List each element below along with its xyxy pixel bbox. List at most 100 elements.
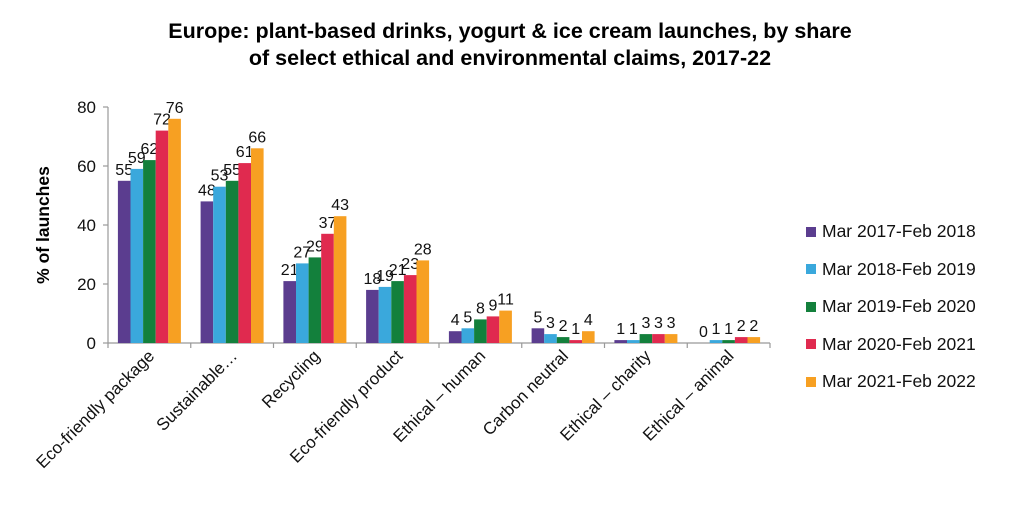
legend-item: Mar 2021-Feb 2022 — [806, 363, 976, 401]
bar — [747, 337, 761, 343]
data-label: 55 — [115, 162, 133, 179]
bar — [709, 340, 723, 343]
legend-label: Mar 2021-Feb 2022 — [822, 371, 976, 392]
data-label: 8 — [476, 300, 485, 317]
legend-item: Mar 2017-Feb 2018 — [806, 213, 976, 251]
data-label: 1 — [616, 321, 625, 338]
legend-swatch — [806, 226, 816, 237]
bar — [569, 340, 582, 343]
chart-title-line-2: of select ethical and environmental clai… — [248, 46, 772, 70]
data-label: 1 — [724, 321, 733, 338]
y-tick-label: 0 — [87, 334, 96, 353]
data-label: 37 — [319, 215, 337, 232]
data-label: 1 — [571, 321, 580, 338]
data-label: 5 — [533, 309, 542, 326]
bar — [308, 257, 322, 343]
bar — [486, 316, 500, 343]
legend-swatch — [806, 264, 816, 275]
data-label: 27 — [293, 244, 311, 261]
x-tick-label: Ethical – animal — [639, 346, 737, 444]
data-label: 18 — [364, 271, 382, 288]
bar — [544, 334, 557, 343]
data-label: 62 — [141, 141, 159, 158]
legend-label: Mar 2018-Feb 2019 — [822, 258, 976, 279]
bar — [213, 186, 226, 343]
legend-item: Mar 2020-Feb 2021 — [806, 326, 976, 364]
bar — [652, 334, 665, 343]
data-label: 4 — [584, 312, 593, 329]
legend-swatch — [806, 339, 816, 350]
data-label: 66 — [248, 129, 266, 146]
data-label: 2 — [749, 318, 758, 335]
bar — [143, 160, 156, 343]
legend-label: Mar 2020-Feb 2021 — [822, 333, 976, 354]
bar — [474, 319, 487, 343]
data-label: 43 — [331, 197, 349, 214]
data-label: 76 — [166, 100, 184, 117]
bar — [556, 337, 570, 343]
data-label: 72 — [153, 112, 171, 129]
bar — [664, 334, 678, 343]
bar — [251, 148, 264, 343]
bar — [296, 263, 309, 343]
data-label: 1 — [712, 321, 721, 338]
data-label: 23 — [401, 256, 419, 273]
data-label: 61 — [236, 144, 254, 161]
data-label: 29 — [306, 238, 324, 255]
bar — [155, 130, 169, 343]
bar — [734, 337, 748, 343]
bar — [238, 163, 251, 343]
legend-swatch — [806, 376, 816, 387]
chart-title-line-1: Europe: plant-based drinks, yogurt & ice… — [168, 19, 852, 43]
bar — [321, 233, 334, 343]
bar — [200, 201, 214, 343]
data-label: 5 — [463, 309, 472, 326]
legend-item: Mar 2018-Feb 2019 — [806, 251, 976, 289]
bar — [722, 340, 735, 343]
bar — [403, 275, 417, 343]
bar — [531, 328, 545, 344]
data-label: 4 — [451, 312, 460, 329]
bar — [582, 331, 595, 343]
legend-item: Mar 2019-Feb 2020 — [806, 288, 976, 326]
legend-swatch — [806, 301, 816, 312]
y-tick-label: 40 — [77, 216, 96, 235]
data-label: 21 — [389, 262, 407, 279]
y-tick-label: 20 — [77, 275, 96, 294]
chart-legend: Mar 2017-Feb 2018 Mar 2018-Feb 2019 Mar 20… — [806, 213, 976, 401]
y-axis-label: % of launches — [33, 166, 53, 284]
bar — [283, 281, 296, 343]
data-label: 1 — [629, 321, 638, 338]
x-tick-label: Carbon neutral — [479, 346, 572, 439]
data-label: 53 — [211, 168, 229, 185]
data-label: 28 — [414, 241, 432, 258]
bar — [627, 340, 640, 343]
bar — [225, 180, 239, 344]
bar — [499, 310, 512, 343]
bar — [366, 289, 379, 343]
bar — [391, 281, 404, 343]
x-tick-label: Sustainable… — [153, 346, 241, 434]
bar — [130, 168, 144, 343]
bar — [639, 334, 653, 343]
data-label: 3 — [667, 315, 676, 332]
bar — [117, 180, 131, 344]
x-tick-label: Recycling — [258, 346, 324, 412]
bar — [448, 331, 462, 343]
data-label: 2 — [559, 318, 568, 335]
bar — [614, 340, 627, 343]
data-label: 55 — [223, 162, 241, 179]
x-tick-label: Eco-friendly package — [33, 346, 159, 472]
bar — [168, 118, 181, 343]
bar — [333, 216, 347, 343]
data-label: 19 — [376, 268, 394, 285]
data-label: 3 — [654, 315, 663, 332]
bar — [461, 328, 475, 344]
data-label: 3 — [641, 315, 650, 332]
legend-label: Mar 2019-Feb 2020 — [822, 296, 976, 317]
bar — [378, 286, 392, 343]
y-tick-label: 60 — [77, 157, 96, 176]
data-label: 3 — [546, 315, 555, 332]
data-label: 11 — [497, 292, 514, 309]
